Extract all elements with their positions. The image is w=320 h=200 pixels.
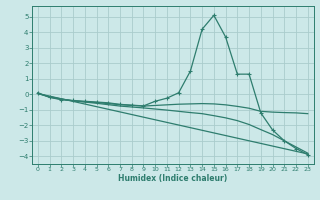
X-axis label: Humidex (Indice chaleur): Humidex (Indice chaleur) (118, 174, 228, 183)
